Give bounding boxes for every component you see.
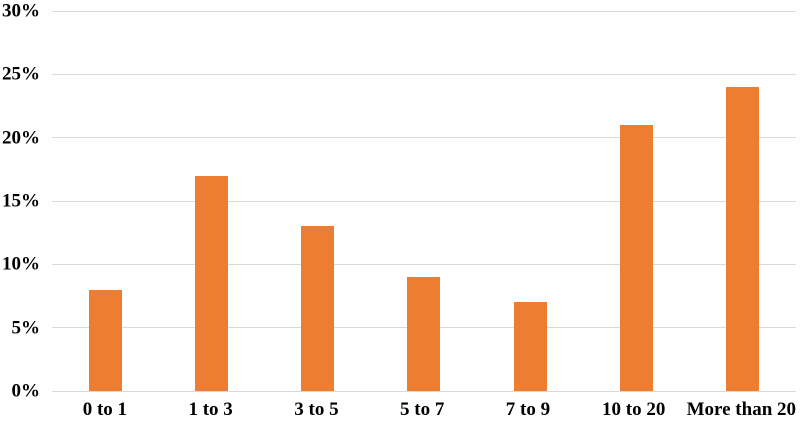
y-tick-label-10-: 10% (2, 253, 40, 275)
bar-slot-1-to-3 (158, 11, 264, 391)
bar-slot-more-than-20 (690, 11, 796, 391)
gridline-30% (52, 10, 796, 12)
x-tick-label-3-to-5: 3 to 5 (294, 399, 339, 420)
gridline-10% (52, 263, 796, 265)
x-tick-label-10-to-20: 10 to 20 (602, 399, 666, 420)
bar-0-to-1 (88, 289, 122, 391)
gridline-20% (52, 137, 796, 139)
gridline-25% (52, 73, 796, 75)
x-tick-label-more-than-20: More than 20 (686, 399, 797, 420)
y-tick-label-5-: 5% (11, 317, 41, 339)
x-tick-label-7-to-9: 7 to 9 (505, 399, 551, 420)
y-tick-label-20-: 20% (2, 127, 40, 149)
x-tick-label-0-to-1: 0 to 1 (82, 399, 128, 420)
bar-10-to-20 (620, 125, 654, 391)
x-tick-label-5-to-7: 5 to 7 (400, 399, 445, 420)
bar-slot-7-to-9 (477, 11, 583, 391)
bar-5-to-7 (407, 277, 441, 391)
bar-slot-0-to-1 (52, 11, 158, 391)
bar-series (52, 11, 796, 391)
gridline-15% (52, 200, 796, 202)
plot-area (52, 10, 796, 392)
y-tick-label-0-: 0% (11, 380, 41, 402)
y-tick-label-30-: 30% (2, 0, 40, 22)
bar-7-to-9 (513, 302, 547, 391)
bar-more-than-20 (726, 87, 760, 391)
x-axis: 0 to 1 1 to 3 3 to 5 5 to 7 7 to 9 10 to 20 Mo… (52, 393, 796, 423)
bar-1-to-3 (194, 175, 228, 391)
y-tick-label-15-: 15% (2, 190, 40, 212)
y-tick-label-25-: 25% (2, 63, 40, 85)
bar-slot-10-to-20 (583, 11, 689, 391)
bar-3-to-5 (301, 226, 335, 391)
y-axis: 0% 5% 10% 15% 20% 25% 30% (0, 2, 44, 401)
x-axis-baseline (52, 390, 796, 392)
bar-slot-3-to-5 (265, 11, 371, 391)
bar-slot-5-to-7 (371, 11, 477, 391)
x-tick-label-1-to-3: 1 to 3 (188, 399, 233, 420)
